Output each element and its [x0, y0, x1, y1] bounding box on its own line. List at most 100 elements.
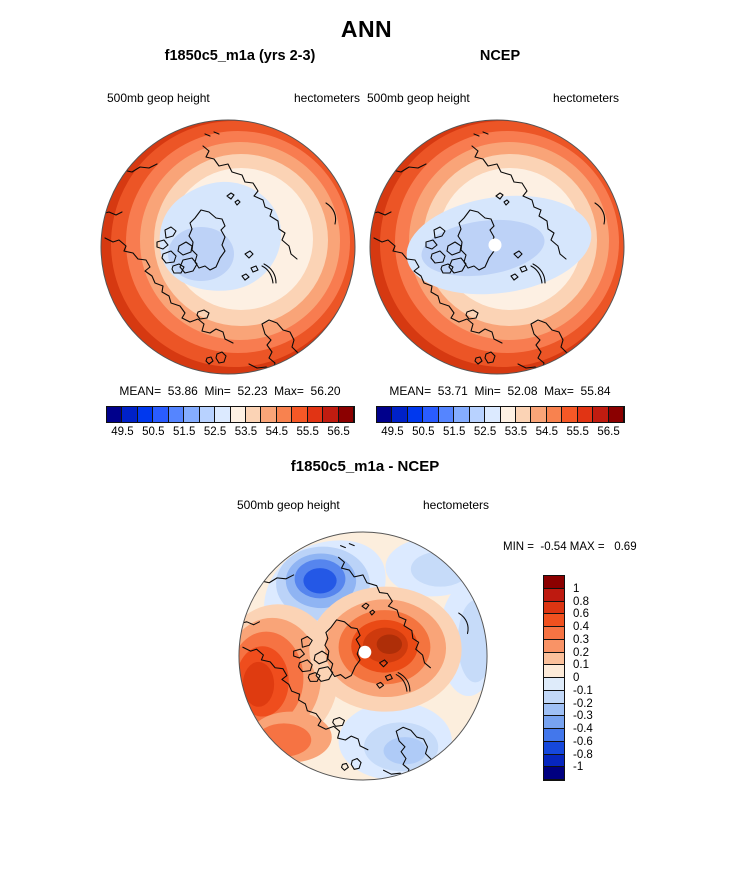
difference-map	[238, 531, 488, 781]
colorbar-cell	[215, 407, 231, 422]
colorbar-cell	[531, 407, 547, 422]
diff-positive-core-east	[376, 634, 403, 655]
colorbar-cell	[544, 627, 564, 640]
colorbar-cell	[184, 407, 200, 422]
colorbar-tick-label: 55.5	[296, 426, 319, 438]
colorbar-tick-label: 54.5	[265, 426, 289, 438]
colorbar-cell	[137, 407, 154, 422]
colorbar-cell	[544, 665, 564, 678]
diff-negative-core	[303, 568, 337, 594]
colorbar-tick-label: 0.3	[573, 633, 589, 646]
colorbar-tick-label: -0.1	[573, 684, 593, 697]
colorbar-tick-label: 0.1	[573, 659, 589, 672]
colorbar-tick-label: -0.8	[573, 748, 593, 761]
colorbar-cell	[544, 614, 564, 627]
model-units-label: hectometers	[294, 91, 361, 105]
diff-minmax: MIN = -0.54 MAX = 0.69	[503, 541, 637, 553]
colorbar-tick-label: -1	[573, 761, 584, 774]
colorbar-cell	[168, 407, 185, 422]
panel-ncep-title: NCEP	[479, 48, 521, 64]
colorbar-tick-label: 0	[573, 672, 580, 684]
height-colorbar-right: 49.5 50.5 51.5 52.5 53.5 54.5 55.5 56.5	[376, 406, 625, 438]
colorbar-cell	[544, 588, 564, 602]
colorbar-tick-label: 0.6	[573, 608, 589, 621]
diff-field-label: 500mb geop height	[237, 498, 340, 512]
map-outline	[369, 119, 625, 375]
colorbar-cell	[307, 407, 324, 422]
colorbar-cell	[544, 678, 564, 691]
diff-colorbar: 1 0.8 0.6 0.4 0.3 0.2 0.1 0 -0.1 -0.2 -0.3 -0.4 -0.6…	[543, 575, 593, 781]
colorbar-tick-label: 55.5	[566, 426, 589, 438]
colorbar-tick-label: 54.5	[535, 426, 559, 438]
colorbar-tick-label: 50.5	[412, 426, 435, 438]
colorbar-cell	[122, 407, 138, 422]
colorbar-cell	[199, 407, 216, 422]
colorbar-tick-label: 52.5	[203, 426, 227, 438]
colorbar-cell	[153, 407, 169, 422]
colorbar-cell	[392, 407, 408, 422]
colorbar-cell	[544, 652, 564, 666]
colorbar-cell	[608, 407, 624, 422]
colorbar-tick-label: 53.5	[504, 426, 528, 438]
model-stats: MEAN= 53.86 Min= 52.23 Max= 56.20	[119, 384, 341, 398]
colorbar-cell	[515, 407, 532, 422]
pole-gap	[358, 645, 372, 659]
colorbar-tick-label: -0.2	[573, 697, 593, 710]
model-polar-low-core	[168, 227, 234, 281]
colorbar-cell	[500, 407, 516, 422]
model-field-label: 500mb geop height	[107, 91, 210, 105]
model-map	[100, 119, 356, 375]
colorbar-cell	[323, 407, 339, 422]
colorbar-cell	[544, 754, 564, 768]
colorbar-cell	[377, 407, 393, 422]
colorbar-cell	[423, 407, 439, 422]
panel-diff-title: f1850c5_m1a - NCEP	[290, 458, 440, 475]
colorbar-cell	[544, 601, 564, 615]
colorbar-cell	[544, 690, 564, 704]
map-outline	[238, 531, 488, 781]
colorbar-tick-label: 49.5	[381, 426, 404, 438]
colorbar-cell	[544, 767, 564, 780]
ncep-stats: MEAN= 53.71 Min= 52.08 Max= 55.84	[389, 384, 611, 398]
colorbar-cell	[544, 716, 564, 729]
colorbar-tick-label: 53.5	[234, 426, 258, 438]
colorbar-tick-label: 0.2	[573, 646, 589, 659]
colorbar-tick-label: 0.8	[573, 595, 589, 608]
colorbar-cell	[261, 407, 277, 422]
ncep-units-label: hectometers	[553, 91, 620, 105]
colorbar-tick-label: 56.5	[327, 426, 350, 438]
colorbar-cell	[544, 639, 564, 653]
colorbar-cell	[593, 407, 609, 422]
ncep-map	[369, 119, 625, 375]
colorbar-cell	[544, 703, 564, 717]
diff-units-label: hectometers	[423, 498, 490, 512]
colorbar-cell	[276, 407, 293, 422]
colorbar-cell	[454, 407, 470, 422]
colorbar-tick-label: 51.5	[442, 426, 466, 438]
height-colorbar-left: 49.5 50.5 51.5 52.5 53.5 54.5 55.5 56.5	[106, 406, 355, 438]
pole-gap	[488, 238, 502, 252]
colorbar-cell	[544, 741, 564, 755]
colorbar-tick-label: -0.3	[573, 710, 593, 723]
colorbar-cell	[577, 407, 594, 422]
colorbar-tick-label: 0.4	[573, 621, 589, 633]
colorbar-cell	[338, 407, 354, 422]
colorbar-tick-label: 56.5	[597, 426, 620, 438]
colorbar-cell	[245, 407, 262, 422]
ncep-polar-low-core	[421, 219, 545, 277]
diff-positive-core-west	[242, 661, 275, 707]
colorbar-cell	[469, 407, 486, 422]
colorbar-cell	[544, 729, 564, 742]
colorbar-tick-label: 1	[573, 582, 580, 595]
colorbar-cell	[407, 407, 424, 422]
colorbar-cell	[230, 407, 246, 422]
colorbar-cell	[292, 407, 308, 422]
panel-model-title: f1850c5_m1a (yrs 2-3)	[164, 48, 316, 64]
colorbar-cell	[107, 407, 123, 422]
colorbar-tick-label: 49.5	[111, 426, 134, 438]
colorbar-cell	[438, 407, 455, 422]
colorbar-tick-label: 51.5	[172, 426, 196, 438]
colorbar-tick-label: 50.5	[142, 426, 165, 438]
colorbar-tick-label: -0.6	[573, 735, 593, 748]
